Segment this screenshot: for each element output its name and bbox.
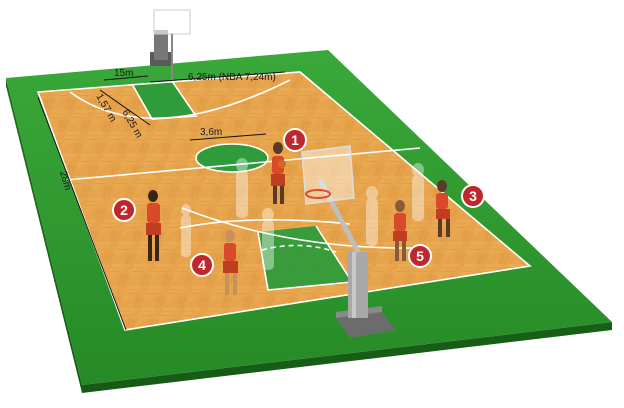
- far-basket-stand: [150, 9, 191, 80]
- player-1-figure: [271, 142, 286, 204]
- player-2-figure: [146, 190, 161, 261]
- center-circle-label: 3,6m: [200, 127, 222, 138]
- basket-height-label: 3,05m: [178, 20, 190, 48]
- ghost-defenders: [181, 158, 424, 270]
- player-5-figure: [393, 200, 407, 261]
- player-badge-2-number: 2: [120, 202, 128, 218]
- length-label: 28m: [57, 170, 73, 192]
- center-circle: [195, 143, 269, 173]
- player-badge-1: 1: [283, 128, 307, 152]
- player-3-figure: [436, 180, 450, 237]
- width-label: 15m: [114, 68, 133, 79]
- player-badge-2: 2: [112, 198, 136, 222]
- player-badge-5-number: 5: [416, 248, 424, 264]
- far-key-area: [132, 81, 196, 119]
- player-badge-1-number: 1: [291, 132, 299, 148]
- near-key-area: [258, 226, 352, 290]
- player-4-figure: [223, 230, 238, 295]
- court-lines: [36, 71, 532, 331]
- three-point-label: 6,25m (NBA 7,24m): [188, 72, 276, 83]
- player-badge-4: 4: [190, 253, 214, 277]
- dimension-lines: [37, 60, 286, 331]
- player-badge-5: 5: [408, 244, 432, 268]
- player-figures: [146, 142, 450, 295]
- player-badge-3-number: 3: [469, 188, 477, 204]
- player-badge-4-number: 4: [198, 257, 206, 273]
- near-basket-stand: [301, 145, 396, 338]
- player-badge-3: 3: [461, 184, 485, 208]
